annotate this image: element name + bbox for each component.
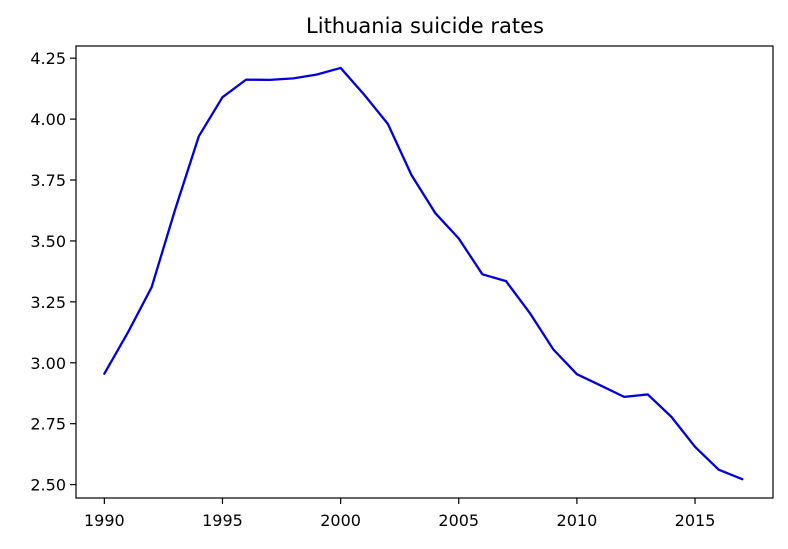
x-tick-label: 1990: [84, 511, 125, 530]
chart-title: Lithuania suicide rates: [306, 14, 544, 38]
y-tick-label: 4.00: [30, 110, 66, 129]
x-tick-label: 2015: [675, 511, 716, 530]
y-tick-label: 2.75: [30, 415, 66, 434]
x-axis: 1990 1995 2000 2005 2010 2015: [84, 498, 715, 530]
x-tick-label: 2005: [438, 511, 479, 530]
y-tick-label: 3.25: [30, 293, 66, 312]
y-tick-label: 3.00: [30, 354, 66, 373]
x-tick-label: 2010: [557, 511, 598, 530]
plot-frame: [75, 45, 774, 499]
x-tick-label: 1995: [202, 511, 243, 530]
x-tick-label: 2000: [320, 511, 361, 530]
series-line: [103, 66, 744, 481]
y-tick-label: 3.50: [30, 232, 66, 251]
y-tick-label: 3.75: [30, 171, 66, 190]
series-group: [103, 66, 744, 481]
y-tick-label: 2.50: [30, 476, 66, 495]
y-tick-label: 4.25: [30, 49, 66, 68]
y-axis: 2.50 2.75 3.00 3.25 3.50 3.75 4.00 4.25: [30, 49, 76, 495]
